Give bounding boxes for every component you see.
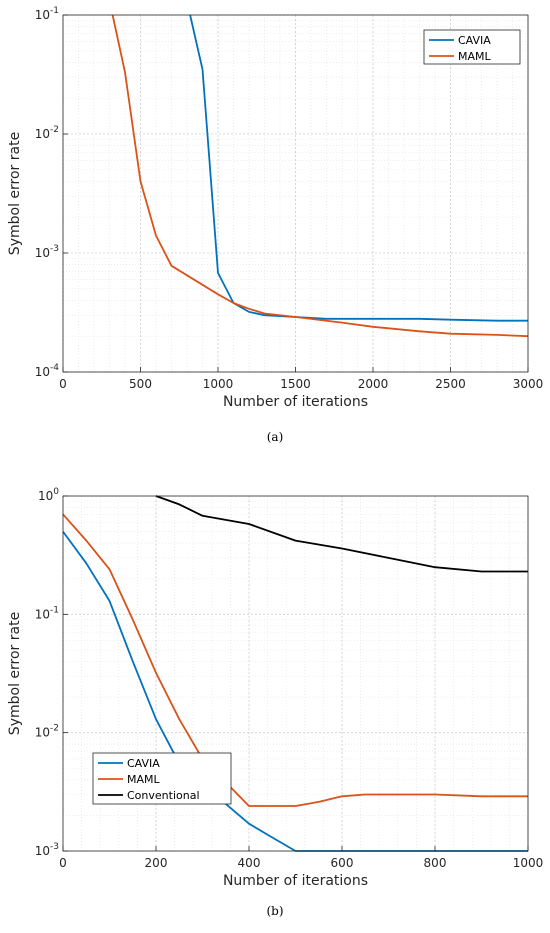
legend-label: CAVIA xyxy=(458,34,491,47)
x-axis-label: Number of iterations xyxy=(223,394,368,410)
figure-caption: (a) xyxy=(267,430,284,444)
x-tick-label: 2000 xyxy=(358,377,389,391)
x-tick-label: 200 xyxy=(145,856,168,870)
x-tick-label: 2500 xyxy=(435,377,466,391)
legend-box xyxy=(423,29,521,65)
x-tick-label: 600 xyxy=(331,856,354,870)
series-line-conventional xyxy=(155,495,528,573)
y-axis-label: Symbol error rate xyxy=(7,132,23,255)
legend-label: Conventional xyxy=(127,789,200,802)
y-tick-label: 10-3 xyxy=(35,244,59,260)
x-tick-label: 400 xyxy=(238,856,261,870)
y-tick-label: 100 xyxy=(38,487,59,503)
legend-label: MAML xyxy=(127,773,161,786)
series-line-maml xyxy=(62,513,528,807)
x-tick-label: 0 xyxy=(59,856,67,870)
figure-caption: (b) xyxy=(266,904,283,918)
y-tick-label: 10-1 xyxy=(35,6,59,22)
y-tick-label: 10-2 xyxy=(35,724,59,740)
x-tick-label: 1000 xyxy=(203,377,234,391)
y-tick-label: 10-2 xyxy=(35,125,59,141)
y-axis-label: Symbol error rate xyxy=(7,612,23,735)
y-tick-label: 10-1 xyxy=(35,605,59,621)
legend-label: MAML xyxy=(458,50,492,63)
y-tick-label: 10-4 xyxy=(35,363,60,379)
x-tick-label: 3000 xyxy=(513,377,544,391)
x-tick-label: 500 xyxy=(129,377,152,391)
x-tick-label: 1500 xyxy=(280,377,311,391)
plot-frame xyxy=(62,495,529,852)
x-tick-label: 0 xyxy=(59,377,67,391)
y-tick-label: 10-3 xyxy=(35,842,59,858)
legend-label: CAVIA xyxy=(127,757,160,770)
x-tick-label: 800 xyxy=(424,856,447,870)
chart-a: 0 500 1000 1500 2000 2500 3000 10-4 10-3 10-2 10-1… xyxy=(7,6,543,444)
x-tick-label: 1000 xyxy=(513,856,544,870)
chart-b: 0 200 400 600 800 1000 10-3 10-2 10-1 100 Number o… xyxy=(7,487,543,918)
series-line-maml xyxy=(111,14,529,338)
x-axis-label: Number of iterations xyxy=(223,873,368,889)
